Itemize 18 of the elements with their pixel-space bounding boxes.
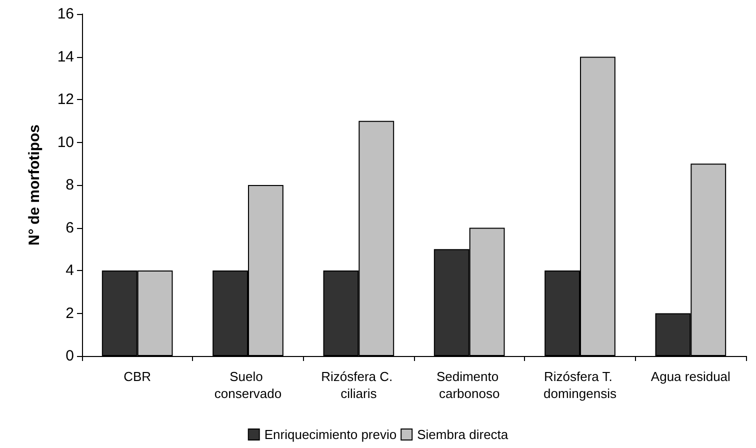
x-tick-label: Agua residual bbox=[650, 369, 731, 384]
y-axis-title: N° de morfotipos bbox=[26, 124, 43, 246]
y-tick-label: 6 bbox=[66, 219, 74, 236]
legend-label: Enriquecimiento previo bbox=[264, 427, 397, 442]
y-tick-label: 2 bbox=[66, 304, 74, 322]
x-tick-label: Rizósfera T. domingensis bbox=[544, 369, 617, 401]
x-tick-label: Rizósfera C. ciliaris bbox=[321, 369, 396, 401]
x-tick-label: Sedimento carbonoso bbox=[436, 369, 502, 401]
x-tick-label: Suelo conservado bbox=[214, 369, 282, 401]
y-tick-label: 8 bbox=[66, 176, 74, 194]
y-tick-label: 12 bbox=[57, 91, 74, 108]
y-tick-label: 10 bbox=[57, 134, 74, 151]
y-tick-label: 14 bbox=[57, 48, 74, 66]
y-tick-label: 4 bbox=[66, 262, 74, 279]
y-tick-label: 16 bbox=[57, 6, 74, 22]
y-tick-label: 0 bbox=[66, 348, 74, 364]
legend-label: Siembra directa bbox=[417, 427, 509, 442]
x-tick-label: CBR bbox=[124, 369, 152, 384]
